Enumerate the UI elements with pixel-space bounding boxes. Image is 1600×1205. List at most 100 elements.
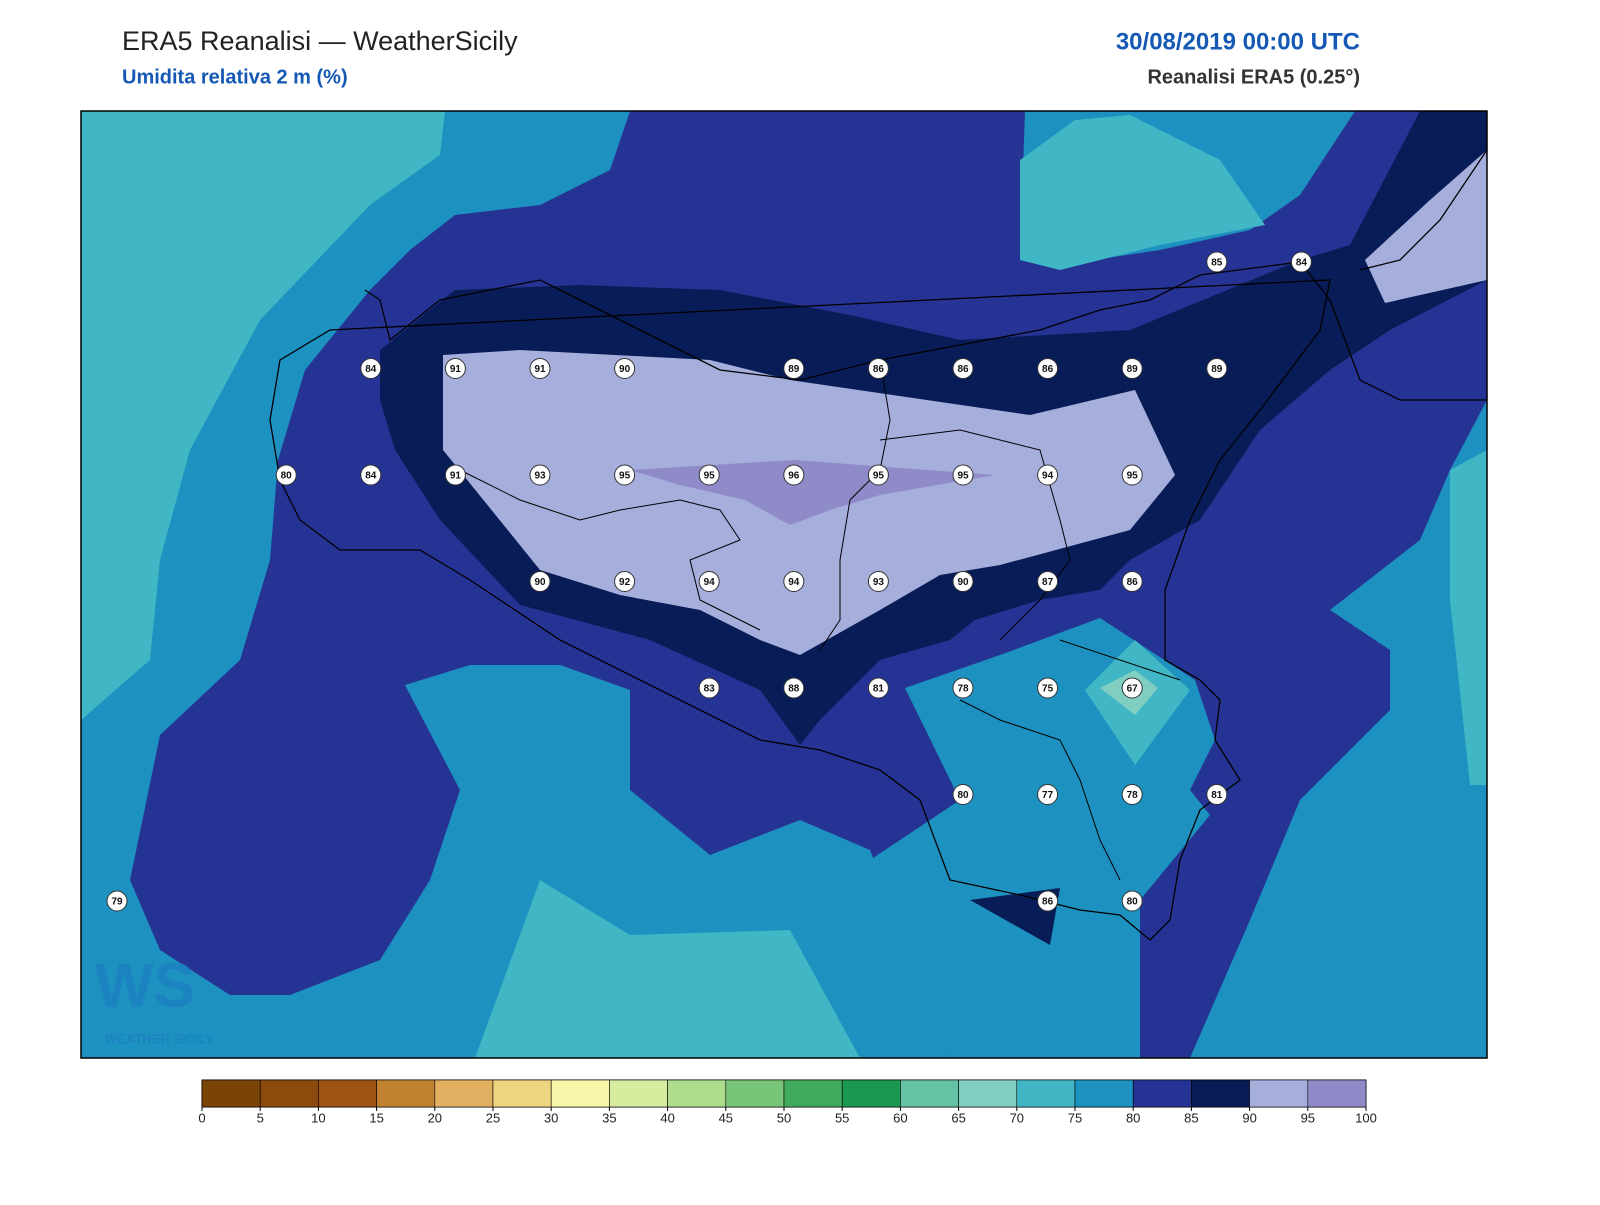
station: 80 xyxy=(952,784,974,805)
colorbar-segment xyxy=(318,1079,377,1108)
station-value: 95 xyxy=(873,471,885,482)
station: 86 xyxy=(1121,571,1143,592)
colorbar-tick-label: 30 xyxy=(544,1110,558,1125)
colorbar-segment xyxy=(958,1079,1018,1108)
station-dot xyxy=(1206,358,1228,379)
station-value: 81 xyxy=(873,684,885,695)
station-dot xyxy=(952,677,974,699)
station: 94 xyxy=(698,571,720,592)
colorbar-tick-label: 100 xyxy=(1355,1110,1377,1125)
colorbar-tick-label: 80 xyxy=(1126,1110,1140,1125)
station-dot xyxy=(1206,251,1228,273)
station: 84 xyxy=(1290,251,1312,273)
station: 93 xyxy=(529,464,551,486)
station: 83 xyxy=(698,677,720,699)
station-dot xyxy=(1206,784,1228,805)
band-75-80 xyxy=(81,111,950,1058)
station-value: 93 xyxy=(534,471,546,482)
station-value: 67 xyxy=(1127,684,1139,695)
station-dot xyxy=(783,464,805,486)
colorbar-tick-label: 10 xyxy=(311,1110,325,1125)
station-dot xyxy=(952,784,974,805)
colorbar-segment xyxy=(841,1079,901,1108)
station: 91 xyxy=(444,358,466,379)
station-value: 94 xyxy=(788,577,800,588)
colorbar-segment xyxy=(1191,1079,1250,1108)
colorbar-tick-label: 40 xyxy=(660,1110,674,1125)
station: 78 xyxy=(1121,784,1143,805)
station: 75 xyxy=(1037,677,1059,699)
station: 80 xyxy=(1121,890,1143,912)
station-dot xyxy=(1037,464,1059,486)
station: 86 xyxy=(867,358,889,379)
colorbar-tick-label: 50 xyxy=(777,1110,791,1125)
band-90-95 xyxy=(1365,150,1487,303)
colorbar-segment xyxy=(1074,1079,1134,1108)
band-70-75 xyxy=(1020,115,1265,270)
station-value: 79 xyxy=(111,897,123,908)
station: 79 xyxy=(106,890,128,912)
station-dot xyxy=(698,571,720,592)
station: 89 xyxy=(1206,358,1228,379)
station-value: 78 xyxy=(1127,790,1139,801)
colorbar-tick-label: 95 xyxy=(1301,1110,1315,1125)
subtitle: Umidita relativa 2 m (%) xyxy=(122,66,348,88)
station-value: 93 xyxy=(873,577,885,588)
station-value: 88 xyxy=(788,684,800,695)
station-dot xyxy=(1121,890,1143,912)
station-value: 84 xyxy=(365,364,377,375)
station-value: 95 xyxy=(1127,471,1139,482)
station-dot xyxy=(1121,784,1143,805)
band-70-75 xyxy=(1450,450,1487,785)
station: 91 xyxy=(444,464,466,486)
station-value: 85 xyxy=(1211,258,1223,269)
station-dot xyxy=(529,571,551,592)
colorbar-tick-label: 5 xyxy=(257,1110,264,1125)
colorbar-segment xyxy=(259,1079,319,1108)
station-dot xyxy=(698,677,720,699)
colorbar-segment xyxy=(201,1079,261,1108)
station-dot xyxy=(867,677,889,699)
map-frame xyxy=(80,110,1488,1059)
station: 93 xyxy=(867,571,889,592)
station-value: 96 xyxy=(788,471,800,482)
logo-text: WEATHER SICILY xyxy=(105,1031,214,1046)
colorbar-segment xyxy=(667,1079,727,1108)
station: 95 xyxy=(952,464,974,486)
colorbar-segment xyxy=(550,1079,610,1108)
station-value: 84 xyxy=(365,471,377,482)
station: 95 xyxy=(614,464,636,486)
station-value: 77 xyxy=(1042,790,1054,801)
station-dot xyxy=(783,571,805,592)
station-dot xyxy=(360,464,382,486)
station: 90 xyxy=(614,358,636,379)
colorbar-tick-label: 70 xyxy=(1010,1110,1024,1125)
station: 88 xyxy=(783,677,805,699)
station-value: 95 xyxy=(957,471,969,482)
source: Reanalisi ERA5 (0.25°) xyxy=(1147,66,1360,88)
station: 80 xyxy=(275,464,297,486)
station-dot xyxy=(1121,677,1143,699)
station: 96 xyxy=(783,464,805,486)
station-value: 86 xyxy=(1042,364,1054,375)
station-value: 94 xyxy=(704,577,716,588)
station: 87 xyxy=(1037,571,1059,592)
station-dot xyxy=(1037,358,1059,379)
colorbar-segment xyxy=(1132,1079,1192,1108)
station-value: 80 xyxy=(957,790,969,801)
station: 95 xyxy=(1121,464,1143,486)
station-dot xyxy=(529,358,551,379)
station-dot xyxy=(614,358,636,379)
station: 90 xyxy=(529,571,551,592)
station-dot xyxy=(698,464,720,486)
colorbar-segment xyxy=(609,1079,668,1108)
station-value: 86 xyxy=(1127,577,1139,588)
station-dot xyxy=(1121,571,1143,592)
station-dot xyxy=(614,571,636,592)
station: 84 xyxy=(360,358,382,379)
colorbar-segment xyxy=(1307,1079,1367,1108)
station: 89 xyxy=(783,358,805,379)
station-value: 90 xyxy=(619,364,631,375)
